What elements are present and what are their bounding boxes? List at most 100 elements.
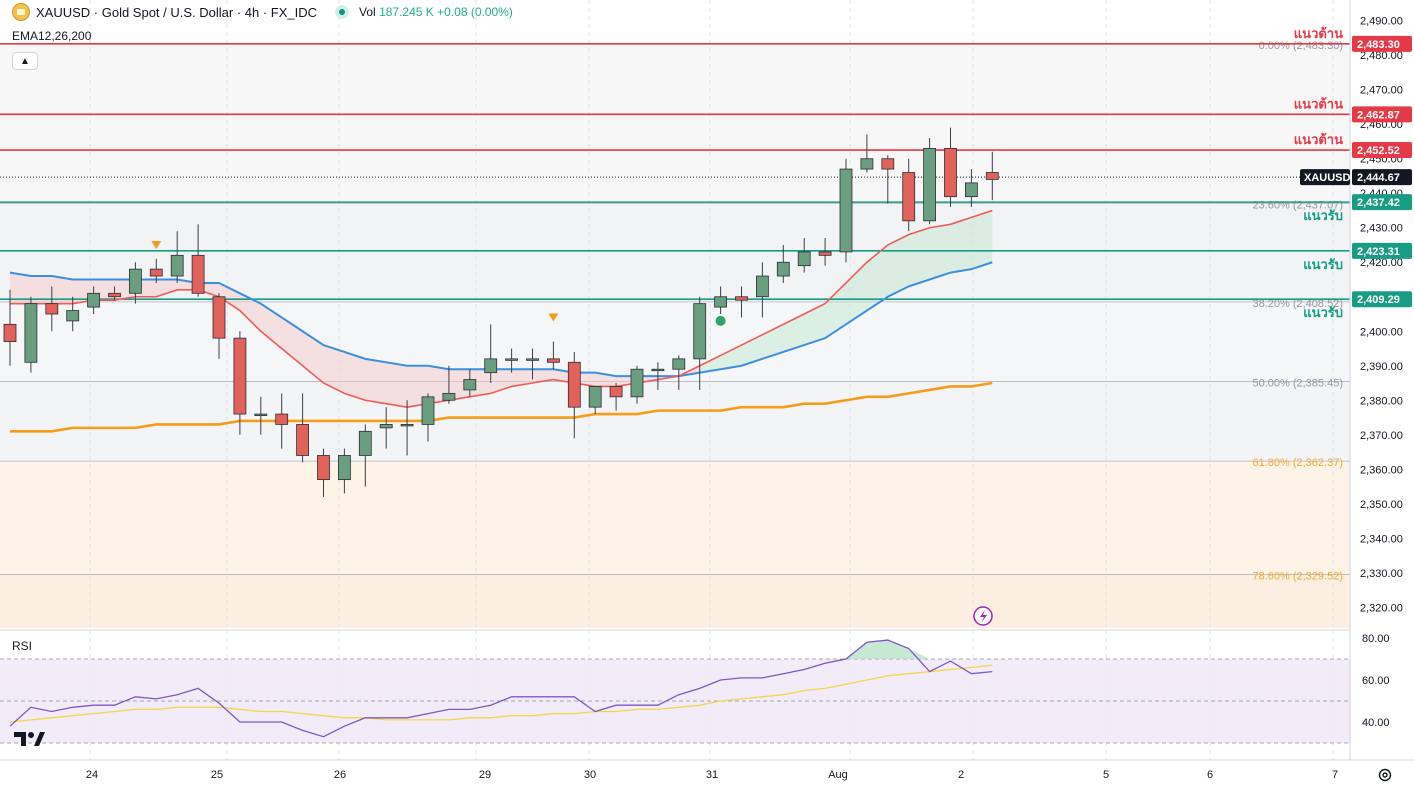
candle <box>296 393 310 463</box>
ema12-line <box>10 209 993 408</box>
price-tick-label: 2,490.00 <box>1360 16 1403 28</box>
rsi-tick-label: 60.00 <box>1362 675 1390 687</box>
candle-body <box>358 430 372 456</box>
candle <box>797 238 811 273</box>
candle-body <box>881 158 895 170</box>
candle-body <box>317 455 330 481</box>
candle-body <box>714 296 727 308</box>
candle-body <box>776 261 790 277</box>
candle <box>944 127 957 208</box>
current-price-badge <box>1352 169 1412 186</box>
candle-body <box>735 296 748 301</box>
candle <box>651 362 665 390</box>
symbol-title[interactable]: XAUUSD · Gold Spot / U.S. Dollar · 4h · … <box>36 4 318 20</box>
candle-body <box>526 358 539 361</box>
candle-body <box>985 172 999 180</box>
candle <box>567 351 581 439</box>
candle-body <box>233 337 247 415</box>
candle <box>609 383 623 411</box>
settings-gear-icon[interactable] <box>1377 767 1393 783</box>
fib-label: 0.00% (2,483.30) <box>1259 40 1343 52</box>
candle <box>965 169 978 208</box>
candle <box>923 138 936 225</box>
price-tick-label: 2,360.00 <box>1360 464 1403 476</box>
candle-body <box>693 303 707 360</box>
candle-body <box>337 455 351 481</box>
candle <box>881 155 895 204</box>
candle <box>254 396 268 435</box>
chevron-up-icon: ▲ <box>20 56 30 67</box>
candle <box>317 448 330 497</box>
candle-body <box>296 424 310 456</box>
candle <box>45 286 59 332</box>
candle <box>547 341 560 370</box>
level-price-badge <box>1352 142 1412 159</box>
candle-body <box>45 303 59 315</box>
candle <box>87 286 100 314</box>
time-tick-label: 5 <box>1103 769 1109 781</box>
time-tick-label: 26 <box>334 769 346 781</box>
ema26-line <box>9 261 993 378</box>
candle-body <box>609 386 623 398</box>
gold-symbol-icon <box>12 3 30 21</box>
candle <box>128 262 142 304</box>
candle <box>714 286 727 314</box>
market-open-icon <box>335 5 350 19</box>
collapse-indicators-button[interactable]: ▲ <box>12 52 38 70</box>
price-tick-label: 2,430.00 <box>1360 223 1403 235</box>
candle-body <box>275 413 289 425</box>
fib-zone <box>0 381 1350 462</box>
level-label-support: แนวรับ <box>1303 208 1343 223</box>
candle <box>672 355 686 390</box>
candle <box>233 331 247 435</box>
price-tick-label: 2,480.00 <box>1360 50 1403 62</box>
rsi-overbought-fill <box>846 640 930 659</box>
price-tick-label: 2,370.00 <box>1360 430 1403 442</box>
candle-body <box>108 292 121 298</box>
candle-body <box>797 251 811 267</box>
candle <box>170 231 184 283</box>
level-price-label: 2,437.42 <box>1357 197 1400 209</box>
candle-body <box>902 172 916 222</box>
candle <box>3 289 17 366</box>
price-tick-label: 2,340.00 <box>1360 533 1403 545</box>
candle-body <box>66 310 80 322</box>
ema-bearish-fill <box>10 272 700 408</box>
candle-body <box>400 424 414 427</box>
level-price-label: 2,483.30 <box>1357 39 1400 51</box>
fib-zone <box>0 574 1350 628</box>
candle-body <box>547 358 560 363</box>
candle-body <box>442 392 456 401</box>
candle-body <box>212 296 226 339</box>
price-tick-label: 2,390.00 <box>1360 361 1403 373</box>
candle <box>149 258 163 283</box>
signal-triangle-down-icon <box>151 240 162 249</box>
candle <box>275 393 289 449</box>
candle-body <box>379 424 393 429</box>
candle <box>693 296 707 390</box>
candle-body <box>463 379 477 391</box>
price-tick-label: 2,470.00 <box>1360 85 1403 97</box>
signal-circle-icon <box>715 315 726 326</box>
level-price-badge <box>1352 35 1412 52</box>
candle <box>358 424 372 487</box>
candle <box>191 224 205 297</box>
time-tick-label: 24 <box>86 769 98 781</box>
time-tick-label: 29 <box>479 769 491 781</box>
candle-body <box>860 158 874 170</box>
candle <box>839 158 853 263</box>
tradingview-logo-icon[interactable] <box>14 730 46 748</box>
rsi-indicator-label[interactable]: RSI <box>12 639 33 653</box>
price-tick-label: 2,320.00 <box>1360 602 1403 614</box>
rsi-ma-line <box>9 664 993 723</box>
level-label-support: แนวรับ <box>1303 257 1343 272</box>
candle-body <box>3 323 17 343</box>
candle-body <box>191 254 205 294</box>
candle <box>588 386 602 415</box>
candle <box>630 365 644 404</box>
candle <box>421 393 435 442</box>
ema-indicator-label[interactable]: EMA12,26,200 <box>12 29 92 43</box>
candle <box>212 293 226 359</box>
time-tick-label: 31 <box>706 769 718 781</box>
